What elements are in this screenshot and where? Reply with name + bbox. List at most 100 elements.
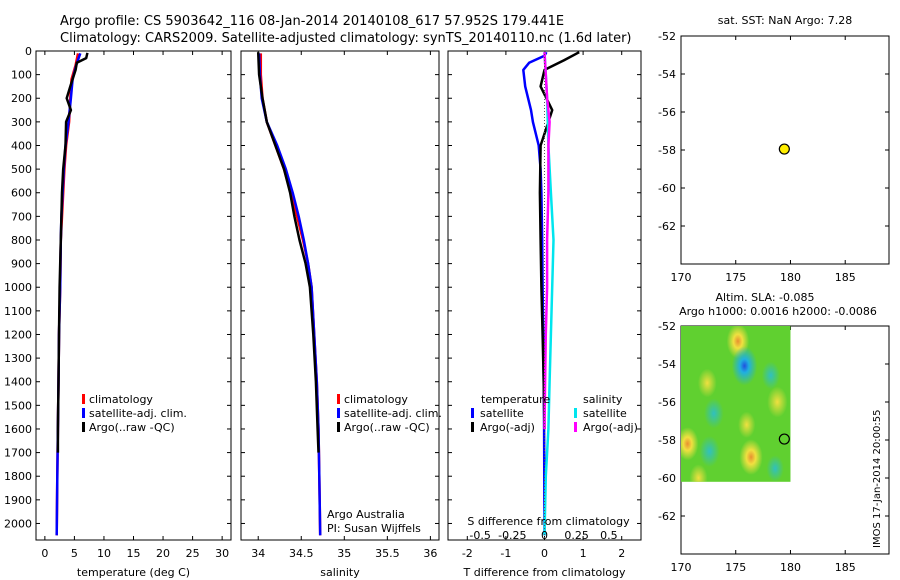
s-tick-label: 0.25 — [564, 529, 589, 542]
s-tick-label: -0.5 — [469, 529, 490, 542]
depth-tick-label: 700 — [11, 210, 32, 223]
figure-title-line-1: Argo profile: CS 5903642_116 08-Jan-2014… — [60, 14, 565, 29]
lat-tick-label: -56 — [658, 106, 676, 119]
figure-title-line-2: Climatology: CARS2009. Satellite-adjuste… — [60, 31, 632, 46]
legend-swatch — [337, 408, 340, 418]
legend-swatch — [574, 408, 577, 418]
x-tick-label: 34 — [251, 547, 265, 560]
depth-tick-label: 1400 — [4, 376, 32, 389]
sla-anomaly-blob — [731, 346, 758, 386]
x-tick-label: 0 — [41, 547, 48, 560]
legend-label: Argo(..raw -QC) — [89, 421, 175, 434]
legend-swatch — [82, 422, 85, 432]
legend-swatch — [337, 394, 340, 404]
imos-credit: IMOS 17-Jan-2014 20:00:55 — [872, 409, 883, 548]
lat-tick-label: -58 — [658, 434, 676, 447]
temperature-xlabel: temperature (deg C) — [77, 566, 190, 579]
x-tick-label: 5 — [71, 547, 78, 560]
series-line — [56, 52, 89, 453]
sst-map-title: sat. SST: NaN Argo: 7.28 — [718, 14, 852, 27]
sla-map-title: Altim. SLA: -0.085 — [715, 291, 814, 304]
depth-tick-label: 1500 — [4, 399, 32, 412]
sla-anomaly-blob — [761, 361, 780, 390]
sla-map-subtitle: Argo h1000: 0.0016 h2000: -0.0086 — [679, 305, 877, 318]
lon-tick-label: 170 — [671, 561, 692, 574]
depth-tick-label: 400 — [11, 139, 32, 152]
depth-tick-label: 1000 — [4, 281, 32, 294]
sla-blobs — [681, 326, 788, 482]
sla-anomaly-blob — [689, 464, 708, 482]
legend-label: Argo(-adj) — [583, 421, 638, 434]
x-tick-label: 35 — [337, 547, 351, 560]
legend-title-salinity: salinity — [583, 393, 623, 406]
salinity-xlabel: salinity — [320, 566, 360, 579]
depth-tick-label: 900 — [11, 258, 32, 271]
difference-panel: -2 -1 0 1 2 T difference from climatology temp… — [447, 50, 642, 579]
x-tick-label: 20 — [156, 547, 170, 560]
legend-label: climatology — [344, 393, 408, 406]
depth-tick-label: 2000 — [4, 517, 32, 530]
depth-tick-label: 1700 — [4, 447, 32, 460]
argo-position-marker — [778, 143, 790, 155]
sst_map-panel: -52 -54 -56 -58 -60 -62 170 175 180 185 sat. SST: … — [658, 14, 890, 284]
sla_map-panel: -52 -54 -56 -58 -60 -62 170 175 180 185 Altim. SLA… — [658, 291, 890, 574]
lon-tick-label: 175 — [725, 271, 746, 284]
x-tick-label: 0 — [541, 547, 548, 560]
x-tick-label: 1 — [580, 547, 587, 560]
legend-label: satellite — [480, 407, 524, 420]
depth-tick-label: 1900 — [4, 494, 32, 507]
legend-swatch — [471, 408, 474, 418]
x-tick-label: 25 — [186, 547, 200, 560]
legend-swatch — [337, 422, 340, 432]
sla-anomaly-blob — [738, 411, 756, 439]
depth-tick-label: 600 — [11, 187, 32, 200]
x-tick-label: -1 — [500, 547, 511, 560]
legend-label: satellite-adj. clim. — [89, 407, 187, 420]
x-tick-label: 35.5 — [375, 547, 400, 560]
depth-tick-label: 100 — [11, 69, 32, 82]
lat-tick-label: -60 — [658, 472, 676, 485]
sla-anomaly-blob — [767, 386, 788, 418]
x-tick-label: 2 — [618, 547, 625, 560]
lat-tick-label: -54 — [658, 68, 676, 81]
legend-label: satellite-adj. clim. — [344, 407, 442, 420]
lon-tick-label: 170 — [671, 271, 692, 284]
difference-xlabel: T difference from climatology — [463, 566, 626, 579]
legend-swatch — [82, 394, 85, 404]
lat-tick-label: -60 — [658, 182, 676, 195]
legend-label: satellite — [583, 407, 627, 420]
series-line — [256, 52, 320, 453]
depth-tick-label: 1600 — [4, 423, 32, 436]
lat-tick-label: -52 — [658, 30, 676, 43]
legend-label: climatology — [89, 393, 153, 406]
lon-tick-label: 185 — [835, 271, 856, 284]
legend-swatch — [471, 422, 474, 432]
sla-anomaly-blob — [766, 455, 784, 482]
x-tick-label: 15 — [127, 547, 141, 560]
depth-tick-label: 300 — [11, 116, 32, 129]
legend-label: Argo(-adj) — [480, 421, 535, 434]
s-tick-label: 0 — [541, 529, 548, 542]
lat-tick-label: -62 — [658, 220, 676, 233]
lat-tick-label: -52 — [658, 320, 676, 333]
x-tick-label: -2 — [462, 547, 473, 560]
depth-tick-label: 500 — [11, 163, 32, 176]
lon-tick-label: 180 — [780, 561, 801, 574]
sla-anomaly-blob — [704, 398, 724, 429]
lon-tick-label: 180 — [780, 271, 801, 284]
difference-s-axis-label: S difference from climatology — [467, 515, 630, 528]
s-tick-label: -0.25 — [498, 529, 526, 542]
sla-anomaly-blob — [739, 439, 763, 475]
argo-position-marker — [778, 433, 790, 445]
depth-tick-label: 200 — [11, 92, 32, 105]
temperature-panel: 0100200300400500600700800900100011001200… — [4, 45, 232, 579]
x-tick-label: 34.5 — [289, 547, 314, 560]
depth-tick-label: 1300 — [4, 352, 32, 365]
legend-label: Argo(..raw -QC) — [344, 421, 430, 434]
lat-tick-label: -56 — [658, 396, 676, 409]
x-tick-label: 36 — [423, 547, 437, 560]
salinity-frame — [240, 50, 440, 541]
depth-tick-label: 1800 — [4, 470, 32, 483]
sla-anomaly-blob — [681, 427, 699, 461]
